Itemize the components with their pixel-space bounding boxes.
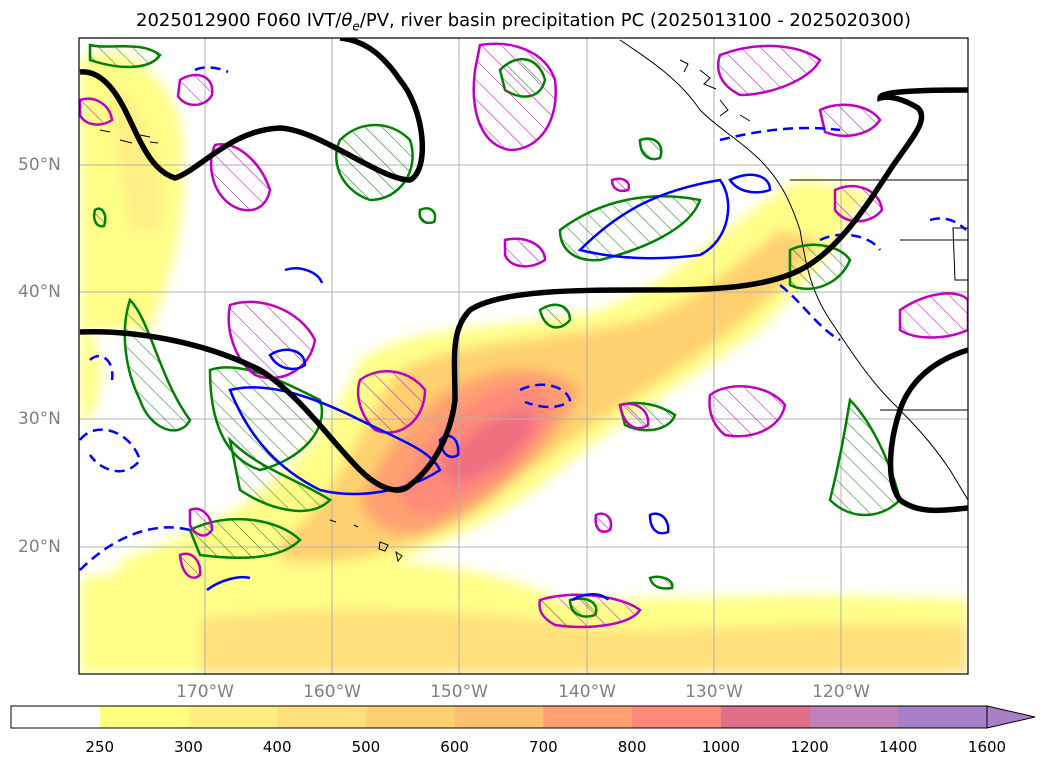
- colorbar-segment: [454, 706, 544, 728]
- colorbar-segments: [11, 706, 988, 728]
- lon-label-170w: 170°W: [176, 682, 234, 702]
- title-suffix: /PV, river basin precipitation PC (20250…: [359, 10, 911, 31]
- colorbar-segment: [11, 706, 101, 728]
- colorbar-segment: [809, 706, 899, 728]
- colorbar-segment: [543, 706, 633, 728]
- pv-contour: [79, 38, 968, 514]
- map-frame: [78, 37, 969, 675]
- colorbar-frame: [10, 705, 988, 729]
- lat-label-20n: 20°N: [18, 537, 61, 557]
- precip-contours: [88, 43, 902, 618]
- lat-label-40n: 40°N: [18, 282, 61, 302]
- title-theta-sub: e: [352, 19, 360, 34]
- colorbar-tick-label: 800: [617, 738, 647, 756]
- colorbar-tick-label: 1200: [790, 738, 829, 756]
- lon-label-130w: 130°W: [685, 682, 743, 702]
- colorbar-tick-label: 500: [351, 738, 381, 756]
- lat-label-30n: 30°N: [18, 409, 61, 429]
- colorbar-tick-label: 1600: [967, 738, 1007, 756]
- lon-label-120w: 120°W: [812, 682, 870, 702]
- lon-label-150w: 150°W: [430, 682, 488, 702]
- colorbar-segment: [99, 706, 189, 728]
- coastlines: [99, 39, 968, 563]
- map-content: [79, 38, 968, 674]
- title-theta: θ: [341, 10, 353, 31]
- figure-title: 2025012900 F060 IVT/θe/PV, river basin p…: [0, 10, 1047, 34]
- colorbar-segment: [277, 706, 367, 728]
- colorbar-segment: [898, 706, 988, 728]
- map-plot: [78, 37, 969, 675]
- pc-contours: [79, 42, 968, 629]
- lon-label-160w: 160°W: [303, 682, 361, 702]
- colorbar-tick-label: 400: [262, 738, 292, 756]
- colorbar-extend-arrow: [986, 705, 1036, 729]
- lat-label-50n: 50°N: [18, 155, 61, 175]
- colorbar-tick-label: 600: [440, 738, 469, 756]
- colorbar-segment: [720, 706, 811, 728]
- colorbar-segment: [188, 706, 278, 728]
- colorbar-segment: [632, 706, 722, 728]
- colorbar-segment: [365, 706, 456, 728]
- lon-label-140w: 140°W: [558, 682, 616, 702]
- colorbar-tick-label: 250: [85, 738, 115, 756]
- title-prefix: 2025012900 F060 IVT/: [136, 10, 342, 31]
- colorbar-tick-label: 1000: [701, 738, 740, 756]
- colorbar-tick-label: 300: [174, 738, 203, 756]
- colorbar-tick-label: 1400: [879, 738, 918, 756]
- colorbar-tick-label: 700: [529, 738, 558, 756]
